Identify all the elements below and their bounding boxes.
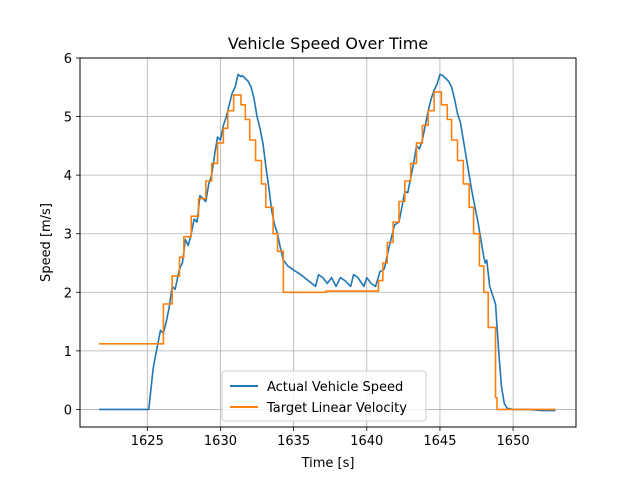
series-layer <box>99 73 556 412</box>
grid <box>80 57 576 427</box>
target-velocity-line <box>99 91 556 411</box>
y-tick-label: 4 <box>64 169 72 184</box>
x-tick-label: 1650 <box>497 434 530 449</box>
x-tick-label: 1625 <box>131 434 164 449</box>
y-axis-label: Speed [m/s] <box>39 203 54 282</box>
y-tick-label: 0 <box>64 403 72 418</box>
x-tick-label: 1640 <box>350 434 383 449</box>
y-tick-label: 3 <box>64 228 72 243</box>
legend-label-actual-speed: Actual Vehicle Speed <box>267 380 403 395</box>
plot-frame <box>79 57 577 428</box>
x-tick-label: 1645 <box>423 434 456 449</box>
x-axis-label: Time [s] <box>301 456 355 471</box>
x-tick-label: 1630 <box>204 434 237 449</box>
ticks: 1625 1630 1635 1640 1645 1650 0 1 2 3 4 5 6 <box>64 52 530 449</box>
y-tick-label: 2 <box>64 286 72 301</box>
y-tick-label: 6 <box>64 52 72 67</box>
legend-label-target-velocity: Target Linear Velocity <box>266 401 407 416</box>
y-tick-label: 5 <box>64 111 72 126</box>
chart-title: Vehicle Speed Over Time <box>228 34 428 53</box>
x-tick-label: 1635 <box>277 434 310 449</box>
actual-speed-line <box>99 73 556 412</box>
legend-box <box>221 370 427 422</box>
legend: Actual Vehicle Speed Target Linear Veloc… <box>221 370 427 422</box>
y-tick-label: 1 <box>64 345 72 360</box>
